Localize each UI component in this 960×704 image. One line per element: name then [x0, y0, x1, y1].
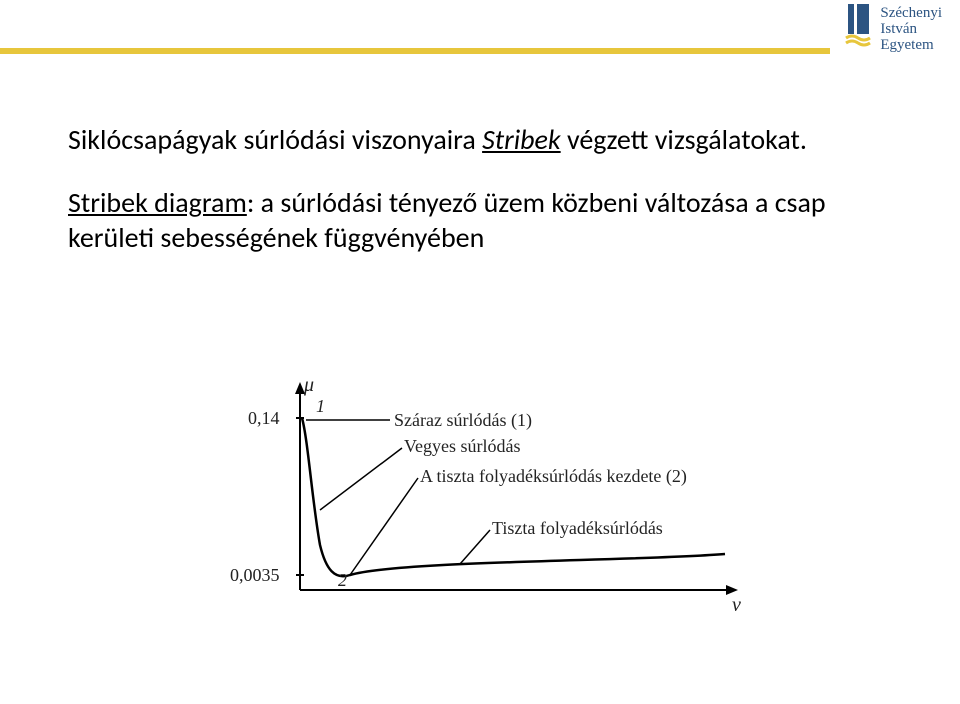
- diagram-svg: [230, 370, 760, 630]
- paragraph-1: Siklócsapágyak súrlódási viszonyaira Str…: [68, 122, 848, 157]
- header-rule: [0, 48, 830, 54]
- point-1: 1: [316, 396, 325, 417]
- paragraph-2: Stribek diagram: a súrlódási tényező üze…: [68, 185, 848, 255]
- point-2: 2: [338, 570, 347, 591]
- logo-text: Széchenyi István Egyetem: [880, 6, 942, 53]
- p1-a: Siklócsapágyak súrlódási viszonyaira: [68, 122, 482, 157]
- x-axis-label: v: [732, 594, 741, 617]
- y-tick-bottom: 0,0035: [230, 565, 280, 586]
- logo-line3: Egyetem: [880, 38, 942, 54]
- p1-b: végzett vizsgálatokat.: [561, 122, 807, 157]
- y-tick-top: 0,14: [248, 408, 280, 429]
- p1-emph: Stribek: [482, 122, 561, 157]
- body-text: Siklócsapágyak súrlódási viszonyaira Str…: [68, 94, 848, 283]
- logo-mark-icon: [842, 0, 878, 48]
- y-axis-label: μ: [304, 374, 314, 397]
- annotation-2: Vegyes súrlódás: [404, 436, 520, 457]
- annotation-4: Tiszta folyadéksúrlódás: [492, 518, 663, 539]
- p2-a: Stribek diagram: [68, 185, 247, 220]
- university-logo: Széchenyi István Egyetem: [842, 0, 942, 53]
- logo-line1: Széchenyi: [880, 6, 942, 22]
- stribek-diagram: μ v 0,14 0,0035 1 2 Száraz súrlódás (1) …: [230, 370, 760, 635]
- annotation-1: Száraz súrlódás (1): [394, 410, 532, 431]
- annotation-3: A tiszta folyadéksúrlódás kezdete (2): [420, 466, 687, 487]
- logo-line2: István: [880, 22, 942, 38]
